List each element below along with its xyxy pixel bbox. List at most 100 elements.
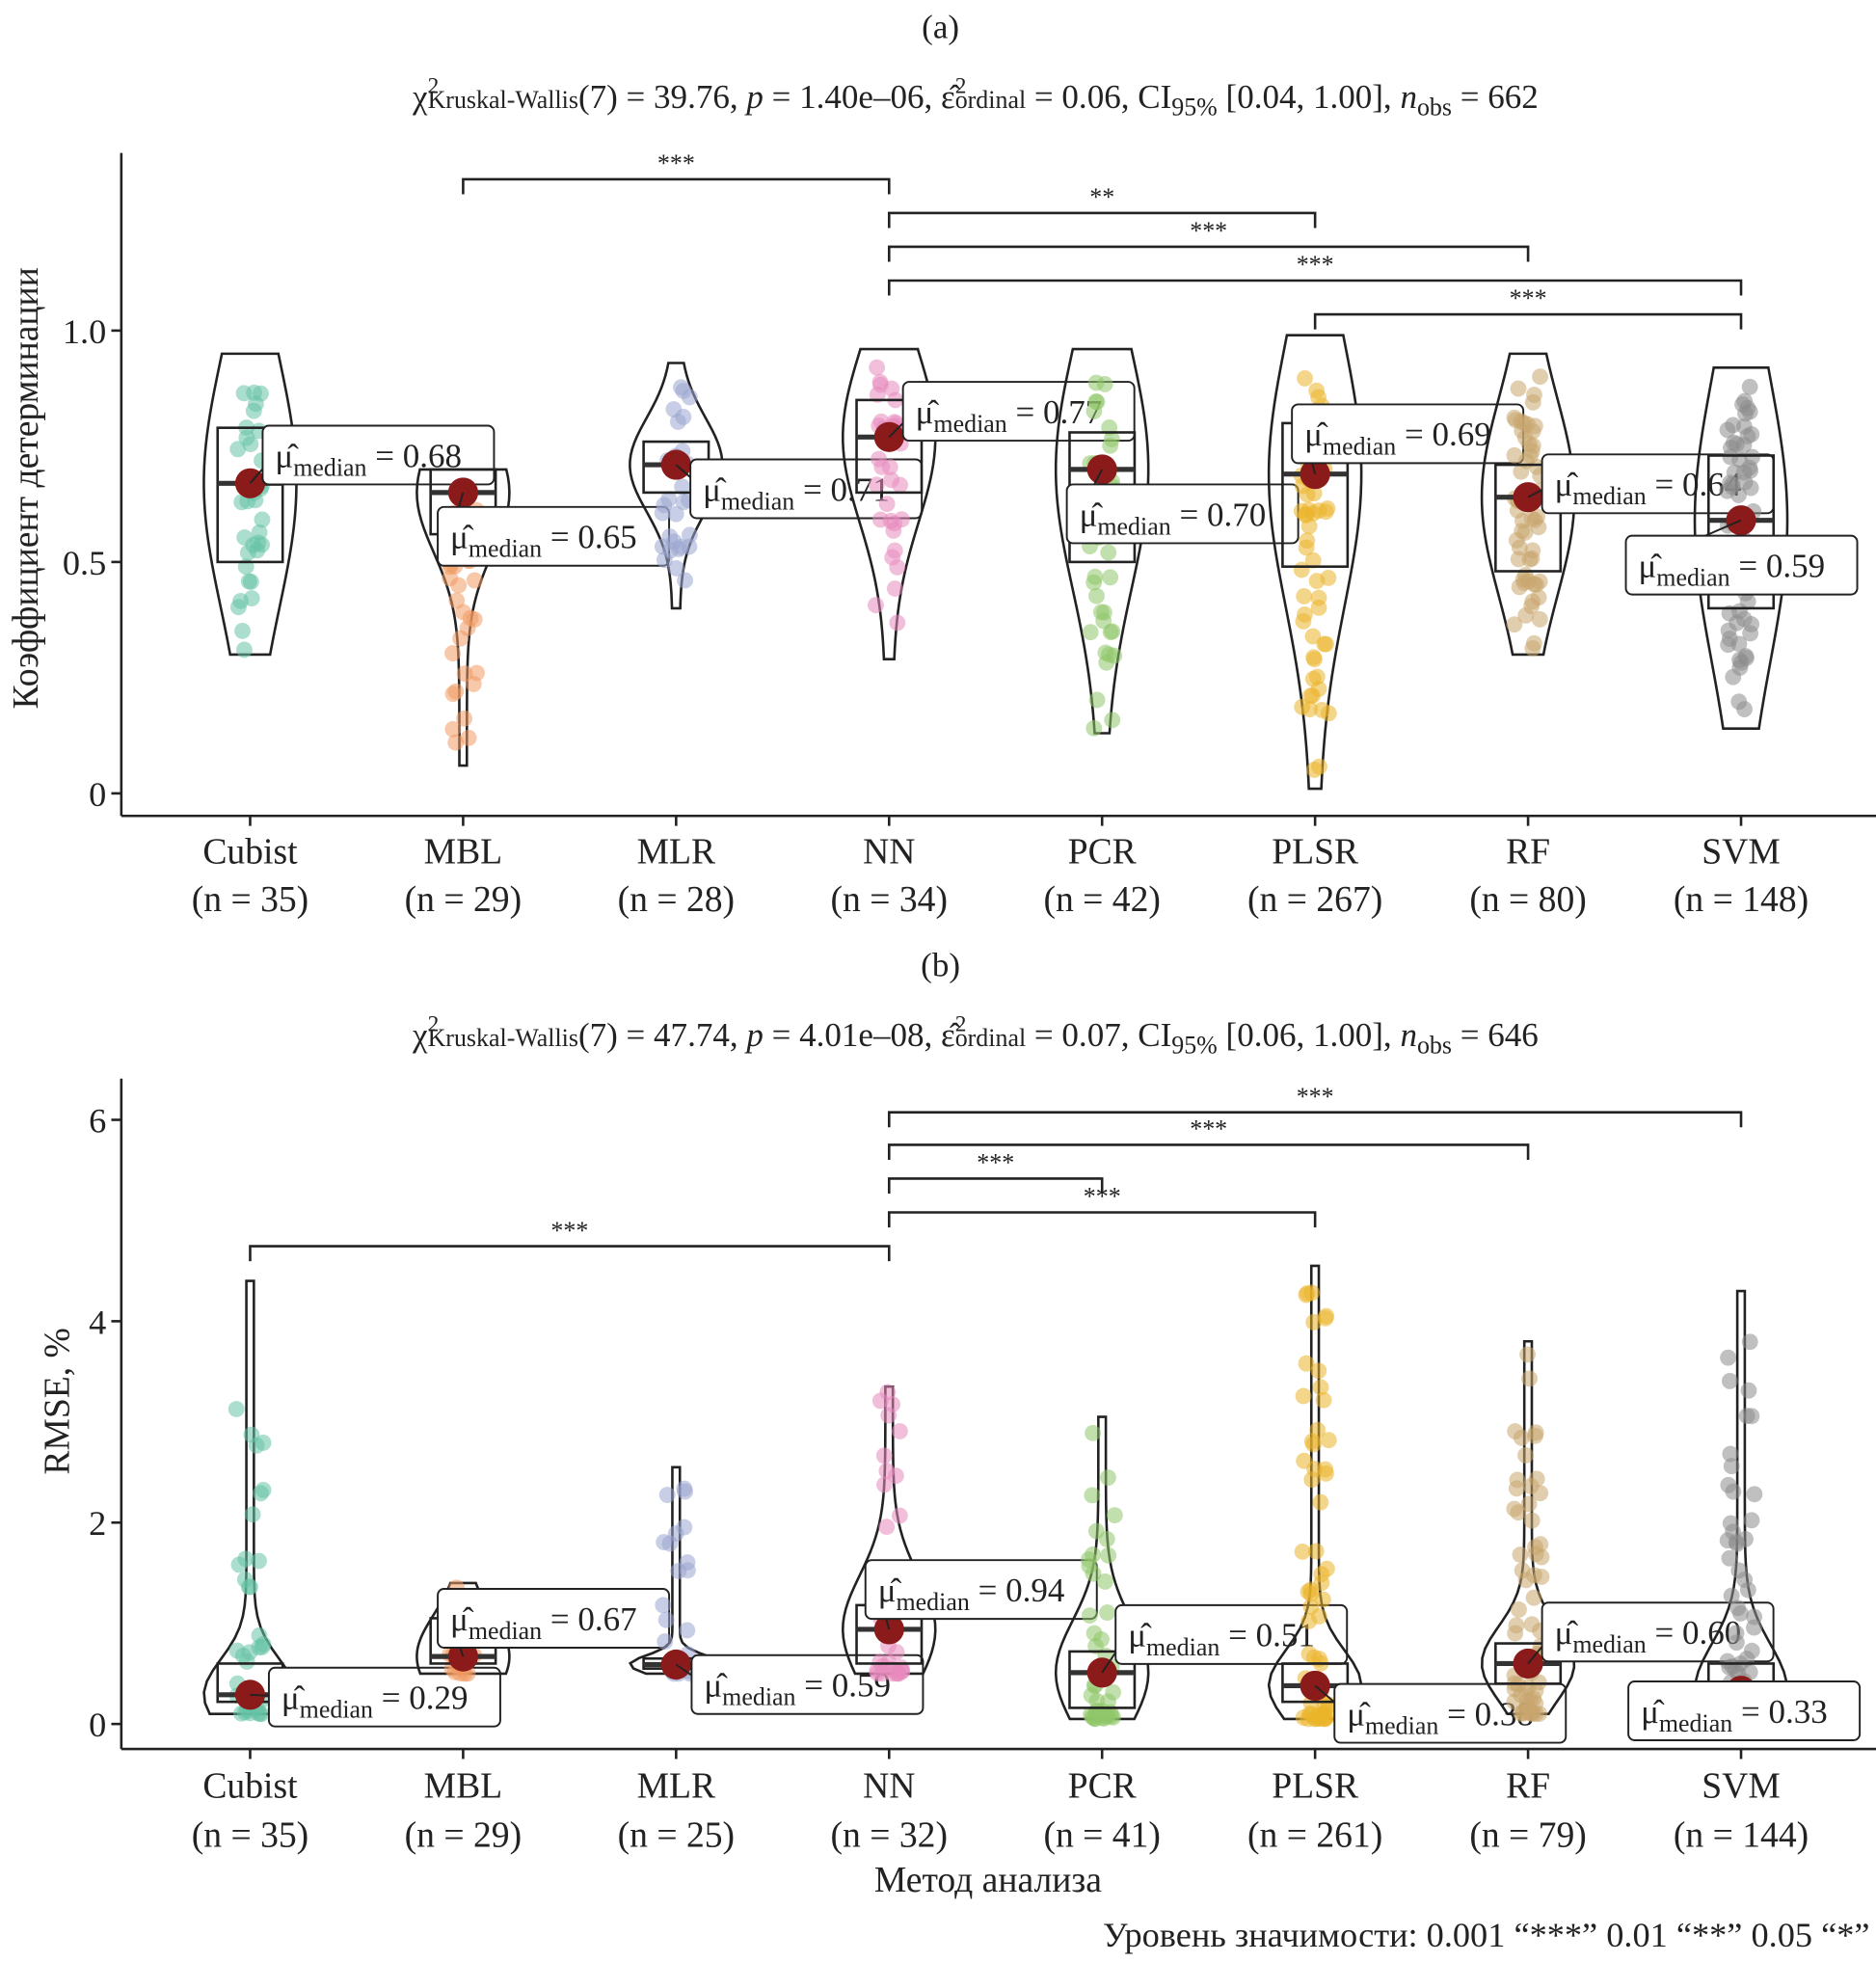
data-point bbox=[1532, 1485, 1549, 1502]
violin bbox=[629, 362, 724, 610]
data-point bbox=[1085, 1424, 1102, 1441]
data-point bbox=[1081, 1607, 1098, 1625]
x-tick-n-label: (n = 25) bbox=[618, 1814, 735, 1855]
data-point bbox=[669, 414, 686, 430]
data-point bbox=[883, 471, 900, 489]
x-tick-label: MLR bbox=[637, 832, 716, 873]
group-cubist: Cubist(n = 35)μ̂median = 0.68 bbox=[192, 352, 496, 920]
data-point bbox=[1523, 598, 1541, 615]
data-point bbox=[1741, 1333, 1758, 1351]
panel-label: (b) bbox=[921, 946, 960, 983]
data-point bbox=[1523, 510, 1541, 527]
title-part: χ bbox=[412, 1016, 428, 1054]
median-value: = 0.70 bbox=[1171, 496, 1267, 533]
data-point bbox=[1527, 1427, 1543, 1444]
bracket-label: *** bbox=[1297, 251, 1334, 279]
title-nobs: = 662 bbox=[1452, 78, 1539, 116]
group-mbl: MBL (n = 29) μ̂median = 0.67 bbox=[405, 1579, 671, 1855]
data-point bbox=[1506, 409, 1523, 426]
data-point bbox=[1520, 1495, 1538, 1513]
data-point bbox=[1310, 599, 1327, 616]
data-point bbox=[1306, 761, 1323, 778]
data-point bbox=[1320, 705, 1337, 722]
data-point bbox=[1298, 506, 1315, 524]
violin bbox=[1267, 334, 1363, 791]
y-tick-label: 4 bbox=[89, 1303, 106, 1341]
data-point bbox=[1720, 622, 1737, 639]
data-point bbox=[657, 1633, 674, 1650]
x-tick-label: SVM bbox=[1702, 1766, 1781, 1807]
data-point bbox=[455, 604, 472, 621]
data-point bbox=[1304, 551, 1322, 569]
chart-title: χ2Kruskal-Wallis(7) = 47.74, p = 4.01e–0… bbox=[412, 1011, 1539, 1059]
median-label-box bbox=[267, 1666, 501, 1728]
data-point bbox=[459, 619, 476, 636]
title-ci-subscript: 95% bbox=[1171, 94, 1218, 121]
data-point bbox=[1741, 378, 1758, 395]
data-point bbox=[1736, 473, 1754, 491]
significance-legend: Уровень значимости: 0.001 “***” 0.01 “**… bbox=[1103, 1916, 1870, 1954]
x-tick-label: Cubist bbox=[202, 832, 298, 873]
data-point bbox=[1105, 1683, 1122, 1701]
data-point bbox=[894, 1662, 911, 1680]
data-point bbox=[1744, 448, 1761, 466]
data-point bbox=[1526, 387, 1542, 403]
data-point bbox=[1723, 1458, 1740, 1475]
data-point bbox=[1741, 1663, 1758, 1680]
data-point bbox=[1103, 431, 1120, 447]
data-point bbox=[255, 1635, 272, 1653]
y-tick-label: 6 bbox=[89, 1101, 106, 1140]
title-part: p bbox=[743, 1016, 764, 1054]
data-point bbox=[1310, 1362, 1327, 1380]
data-point bbox=[230, 1556, 248, 1573]
data-point bbox=[1318, 1560, 1335, 1577]
data-point bbox=[456, 710, 473, 727]
x-tick-n-label: (n = 42) bbox=[1043, 879, 1160, 920]
group-svm: SVM (n = 144) μ̂median = 0.33 bbox=[1627, 1289, 1862, 1855]
data-point bbox=[1102, 569, 1119, 586]
data-point bbox=[1299, 1285, 1316, 1302]
data-point bbox=[1510, 551, 1527, 568]
data-point bbox=[1523, 1616, 1541, 1633]
significance-bracket: *** bbox=[462, 149, 891, 195]
box bbox=[1068, 1650, 1137, 1709]
data-point bbox=[670, 541, 687, 557]
median-subscript: median bbox=[1572, 482, 1646, 510]
median-label: μ̂median = 0.51 bbox=[1128, 1617, 1315, 1661]
data-point bbox=[236, 1571, 254, 1588]
title-part: n bbox=[1400, 1016, 1417, 1054]
data-point bbox=[1088, 691, 1106, 709]
x-tick-label: RF bbox=[1506, 1766, 1550, 1807]
significance-bracket: *** bbox=[887, 1149, 1104, 1195]
data-point bbox=[444, 685, 462, 703]
data-point bbox=[243, 1426, 260, 1443]
bracket-line bbox=[887, 245, 1530, 262]
panel-label: (a) bbox=[922, 8, 959, 45]
data-point bbox=[1106, 1507, 1123, 1524]
data-point bbox=[1720, 1476, 1737, 1493]
data-point bbox=[1528, 1470, 1545, 1488]
data-point bbox=[869, 359, 886, 376]
median-subscript: median bbox=[722, 1683, 795, 1711]
title-eps-subscript: ordinal bbox=[955, 86, 1026, 114]
data-point bbox=[1725, 417, 1742, 434]
data-point bbox=[242, 436, 259, 453]
median-label-box bbox=[901, 381, 1136, 443]
x-tick-n-label: (n = 29) bbox=[405, 1814, 522, 1855]
violin bbox=[1054, 347, 1150, 735]
bracket-line bbox=[887, 1143, 1530, 1161]
data-point bbox=[1521, 1370, 1538, 1387]
y-tick-label: 0.5 bbox=[63, 544, 106, 582]
x-tick-n-label: (n = 79) bbox=[1469, 1814, 1586, 1855]
violin bbox=[1480, 352, 1576, 657]
x-tick-label: MBL bbox=[424, 832, 503, 873]
title-part: χ bbox=[412, 78, 428, 116]
data-point bbox=[682, 526, 698, 544]
data-point bbox=[1523, 1512, 1541, 1529]
data-point bbox=[460, 729, 477, 746]
data-point bbox=[1746, 1619, 1762, 1636]
data-point bbox=[888, 1644, 905, 1661]
data-point bbox=[1302, 1581, 1320, 1599]
title-p-value: = 1.40e–06, bbox=[764, 78, 941, 116]
data-point bbox=[1098, 654, 1115, 671]
